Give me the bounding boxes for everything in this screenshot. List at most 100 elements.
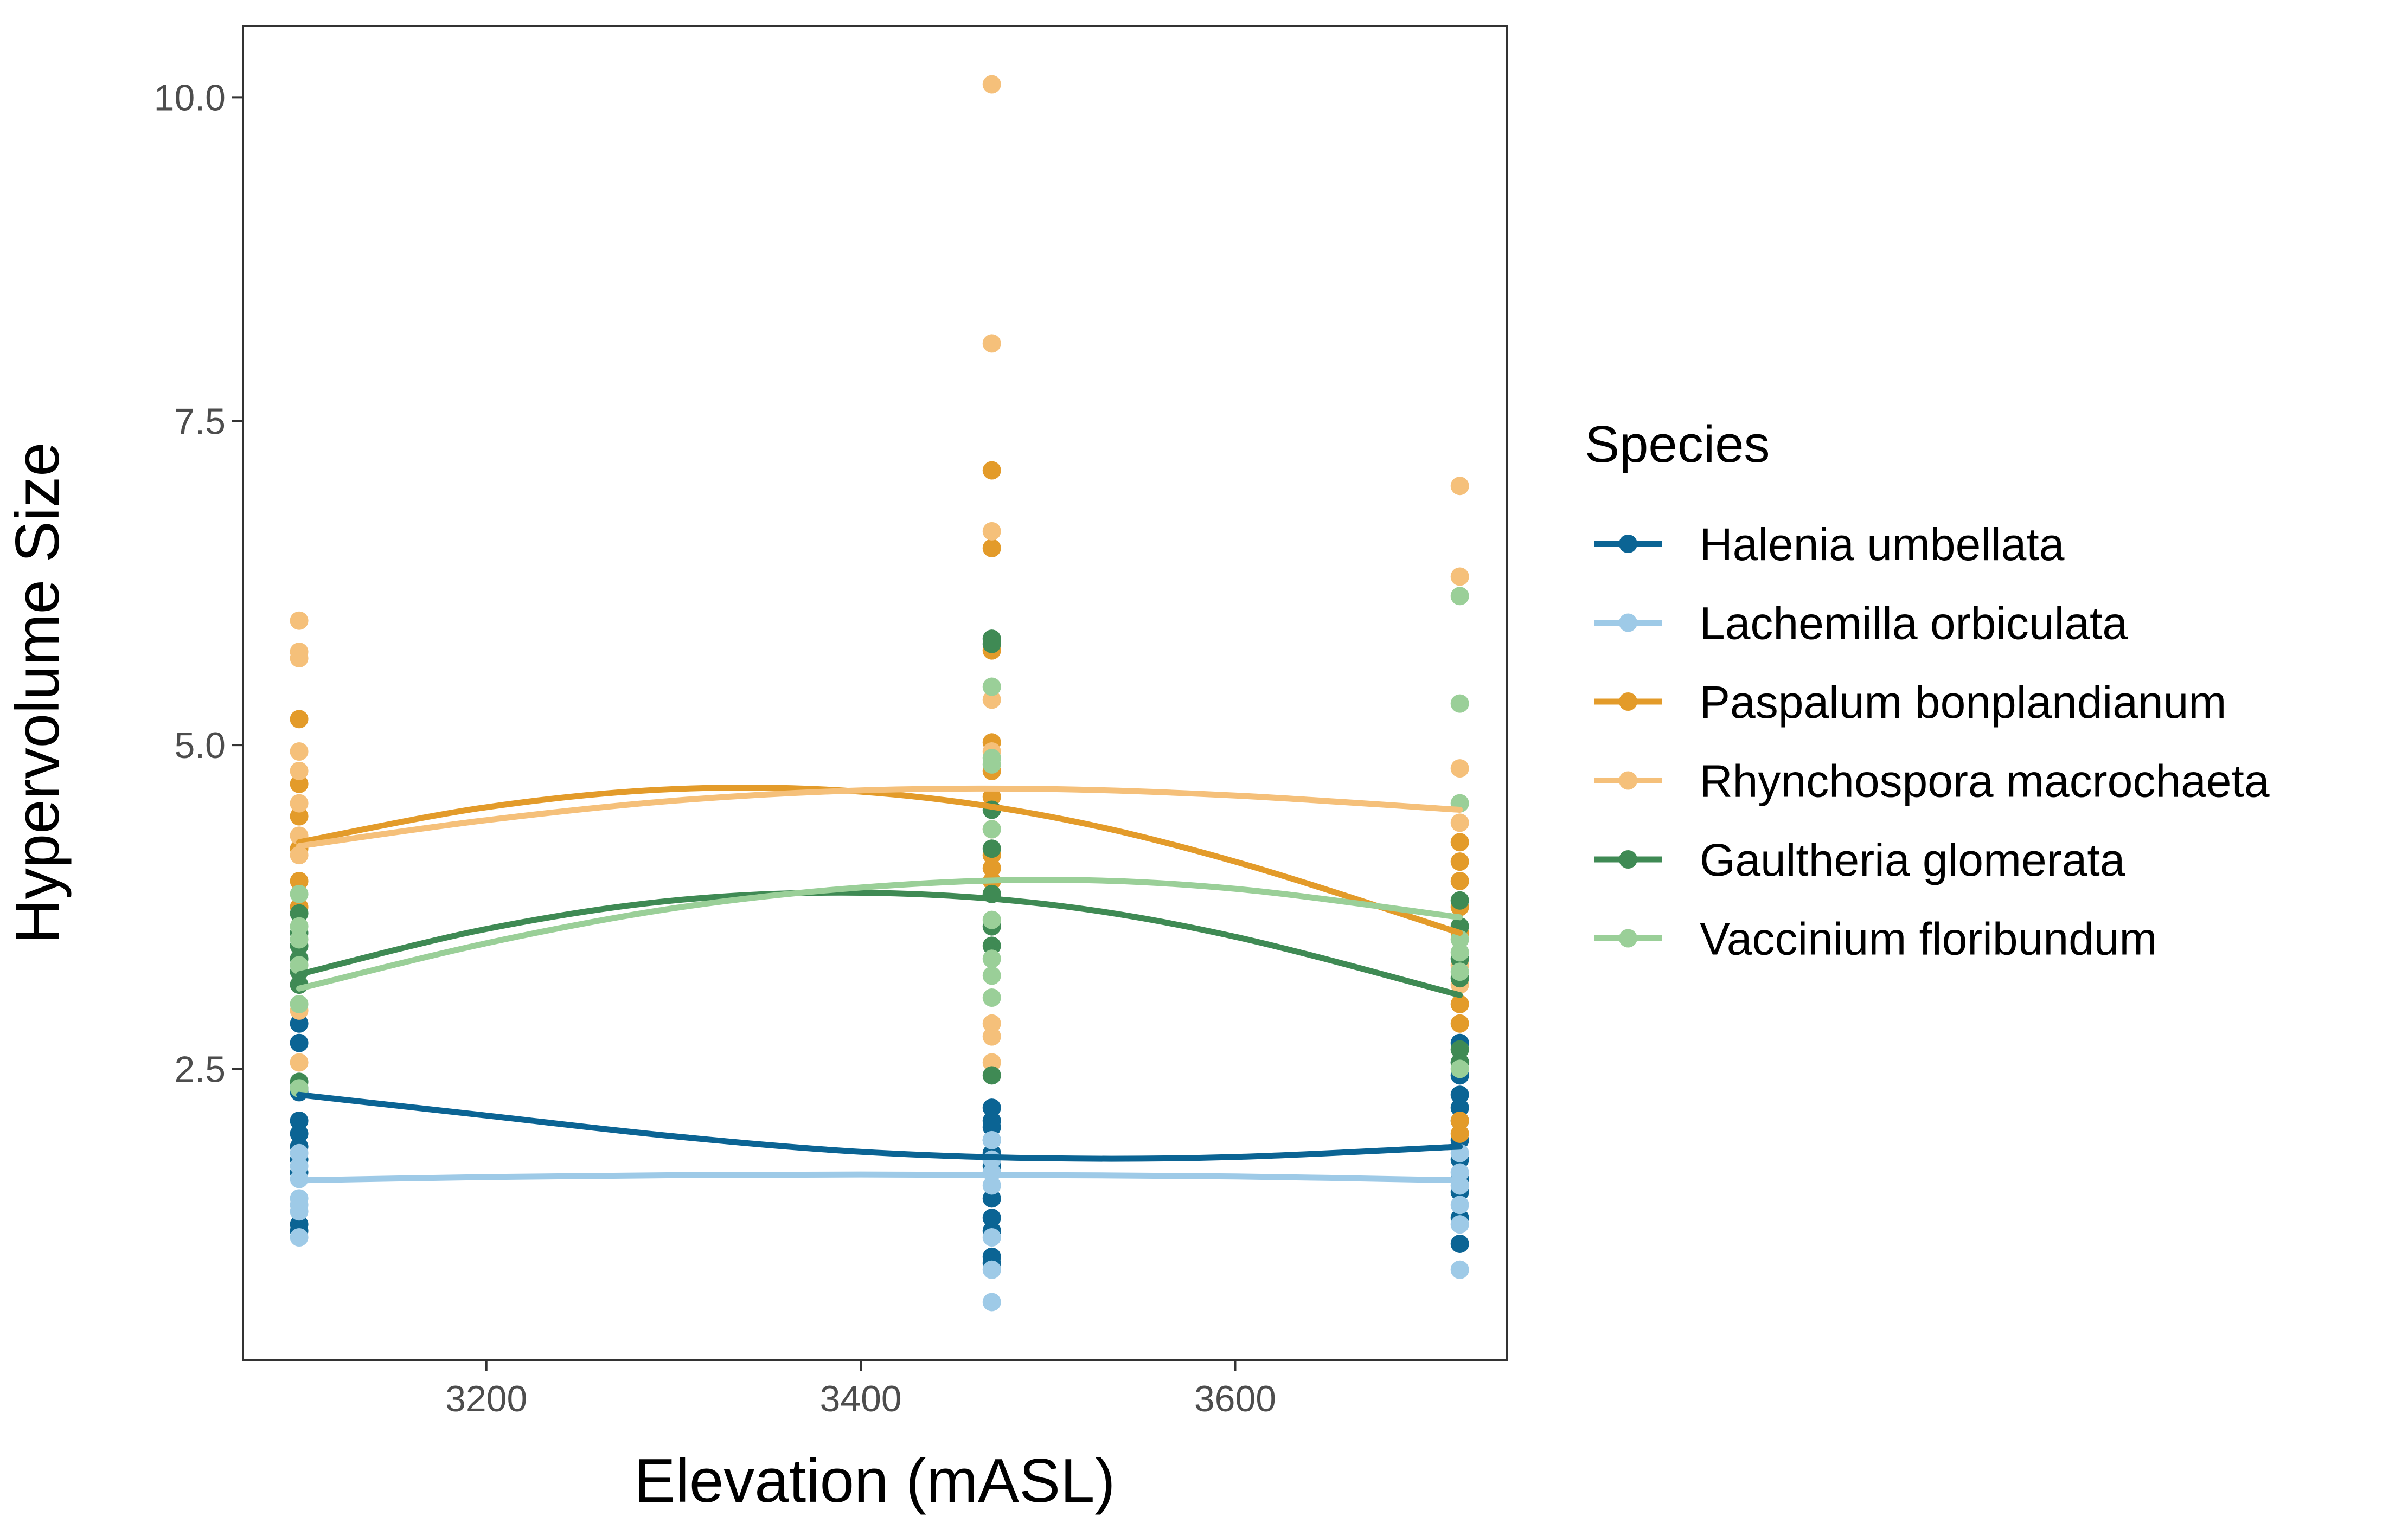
data-point bbox=[290, 648, 309, 667]
data-point bbox=[290, 774, 309, 793]
data-point bbox=[982, 634, 1001, 653]
legend: Species Halenia umbellata Lachemilla orbi… bbox=[1585, 415, 2270, 965]
data-point bbox=[290, 1143, 309, 1162]
trend-line bbox=[296, 1171, 1463, 1184]
data-point bbox=[1450, 891, 1469, 910]
legend-key-point bbox=[1619, 692, 1637, 711]
data-point bbox=[290, 1228, 309, 1247]
data-point bbox=[1450, 1085, 1469, 1104]
data-point bbox=[290, 904, 309, 923]
trend-line bbox=[296, 785, 1463, 849]
legend-item: Gaultheria glomerata bbox=[1594, 834, 2125, 885]
data-point bbox=[1450, 1196, 1469, 1215]
data-point bbox=[982, 787, 1001, 806]
data-point bbox=[982, 522, 1001, 541]
data-point bbox=[290, 1111, 309, 1130]
legend-label: Rhynchospora macrochaeta bbox=[1700, 756, 2270, 807]
legend-title: Species bbox=[1585, 415, 1770, 473]
legend-item: Vaccinium floribundum bbox=[1594, 914, 2157, 965]
y-tick-label: 2.5 bbox=[174, 1049, 226, 1090]
data-point bbox=[982, 755, 1001, 774]
data-point bbox=[1450, 759, 1469, 778]
data-point bbox=[982, 1260, 1001, 1279]
data-point bbox=[290, 884, 309, 903]
legend-label: Lachemilla orbiculata bbox=[1700, 598, 2128, 649]
data-point bbox=[982, 1117, 1001, 1136]
data-point bbox=[1450, 1098, 1469, 1117]
trend-line bbox=[296, 877, 1463, 992]
data-point bbox=[982, 1228, 1001, 1247]
data-point bbox=[1450, 1040, 1469, 1059]
data-point bbox=[982, 461, 1001, 480]
y-tick-label: 7.5 bbox=[174, 401, 226, 442]
data-point bbox=[982, 75, 1001, 94]
data-point bbox=[290, 611, 309, 630]
data-point bbox=[290, 1033, 309, 1052]
legend-label: Vaccinium floribundum bbox=[1700, 914, 2157, 965]
data-point bbox=[982, 910, 1001, 929]
data-point bbox=[290, 742, 309, 761]
data-point bbox=[982, 1014, 1001, 1033]
x-axis: 3200 3400 3600 bbox=[445, 1360, 1276, 1419]
legend-item: Halenia umbellata bbox=[1594, 519, 2065, 570]
data-point bbox=[982, 334, 1001, 353]
data-point bbox=[290, 917, 309, 936]
data-point bbox=[1450, 943, 1469, 962]
data-point bbox=[1450, 813, 1469, 832]
data-point bbox=[982, 820, 1001, 839]
trend-line bbox=[296, 1091, 1463, 1162]
data-point bbox=[290, 794, 309, 813]
points-layer bbox=[290, 75, 1469, 1312]
data-point bbox=[982, 690, 1001, 709]
data-point bbox=[1450, 477, 1469, 496]
data-point bbox=[1450, 1215, 1469, 1234]
data-point bbox=[982, 1053, 1001, 1072]
data-point bbox=[982, 538, 1001, 557]
plot-area bbox=[242, 25, 1508, 1361]
data-point bbox=[1450, 833, 1469, 852]
data-point bbox=[290, 1124, 309, 1143]
data-point bbox=[1450, 962, 1469, 981]
legend-label: Paspalum bonplandianum bbox=[1700, 677, 2226, 728]
legend-key-point bbox=[1619, 613, 1637, 632]
data-point bbox=[1450, 1014, 1469, 1033]
data-point bbox=[1450, 694, 1469, 713]
data-point bbox=[982, 859, 1001, 878]
data-point bbox=[982, 949, 1001, 968]
data-point bbox=[1450, 994, 1469, 1013]
legend-key-point bbox=[1619, 929, 1637, 948]
x-tick-label: 3400 bbox=[819, 1378, 901, 1419]
legend-key-point bbox=[1619, 850, 1637, 869]
legend-label: Gaultheria glomerata bbox=[1700, 834, 2125, 885]
x-tick-label: 3200 bbox=[445, 1378, 527, 1419]
data-point bbox=[1450, 1124, 1469, 1143]
data-point bbox=[1450, 852, 1469, 871]
data-point bbox=[290, 956, 309, 975]
x-tick-label: 3600 bbox=[1194, 1378, 1276, 1419]
legend-key-point bbox=[1619, 771, 1637, 790]
data-point bbox=[290, 807, 309, 826]
data-point bbox=[1450, 567, 1469, 586]
y-axis-title: Hypervolume Size bbox=[3, 442, 72, 943]
legend-item: Paspalum bonplandianum bbox=[1594, 677, 2226, 728]
data-point bbox=[982, 1189, 1001, 1208]
legend-label: Halenia umbellata bbox=[1700, 519, 2065, 570]
data-point bbox=[982, 966, 1001, 985]
trend-layer bbox=[296, 785, 1463, 1184]
data-point bbox=[290, 930, 309, 949]
data-point bbox=[1450, 871, 1469, 890]
y-tick-label: 5.0 bbox=[174, 725, 226, 766]
data-point bbox=[290, 1014, 309, 1033]
data-point bbox=[290, 846, 309, 865]
data-point bbox=[1450, 1163, 1469, 1182]
data-point bbox=[1450, 1059, 1469, 1078]
data-point bbox=[1450, 587, 1469, 606]
legend-key-point bbox=[1619, 535, 1637, 553]
x-axis-title: Elevation (mASL) bbox=[634, 1447, 1115, 1515]
data-point bbox=[982, 677, 1001, 696]
data-point bbox=[982, 839, 1001, 858]
data-point bbox=[290, 761, 309, 780]
legend-item: Rhynchospora macrochaeta bbox=[1594, 756, 2270, 807]
data-point bbox=[982, 936, 1001, 955]
